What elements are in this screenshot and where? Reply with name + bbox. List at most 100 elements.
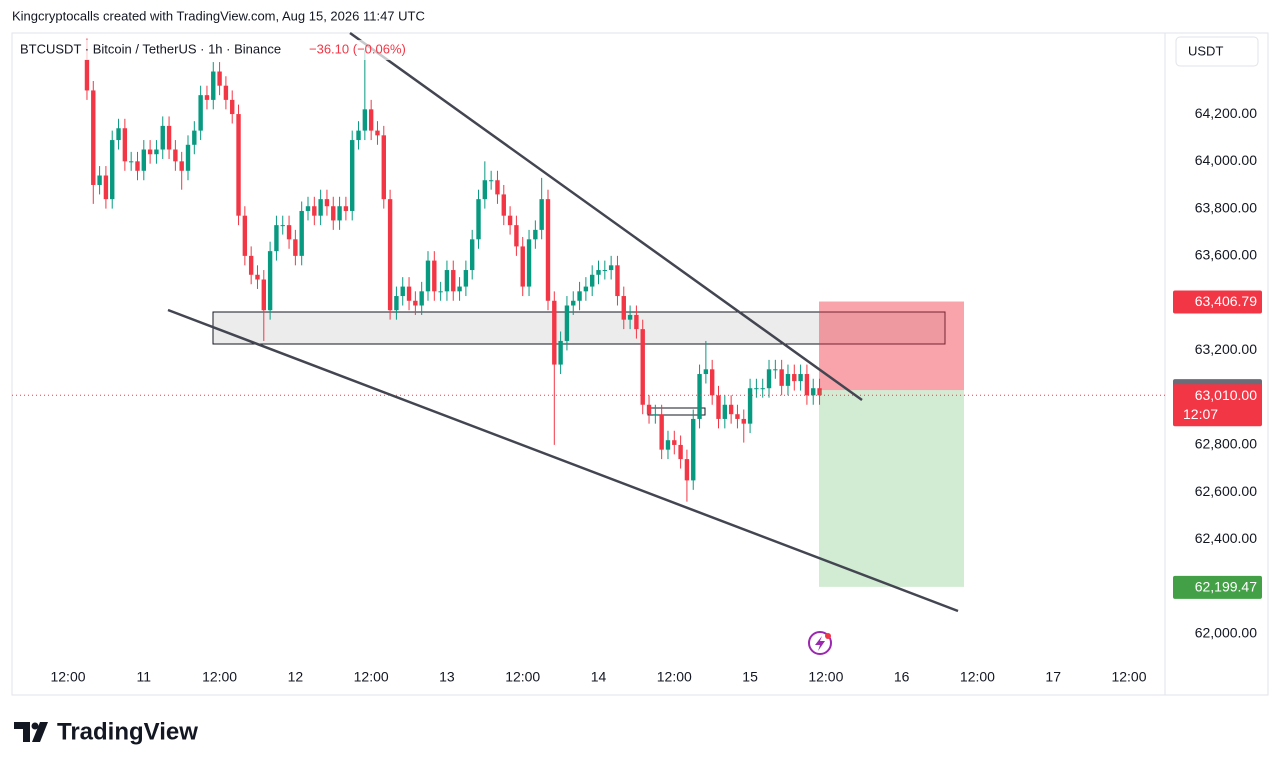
candle-body [470,239,475,271]
candle-body [223,85,229,100]
x-tick-label: 13 [439,669,455,685]
candle-body [722,404,728,419]
candle-body [539,199,544,230]
candle-body [779,369,784,386]
candle-body [362,109,368,131]
x-tick-label: 12:00 [354,669,389,685]
candle-body [350,140,355,211]
candle-body [425,260,431,292]
candle-body [520,246,525,287]
candle-body [804,374,810,396]
y-tick-label: 63,600.00 [1195,247,1257,263]
x-tick-label: 12:00 [50,669,85,685]
candle-body [583,286,589,292]
candle-body [84,59,90,91]
brand-logo [14,722,48,742]
candle-body [482,180,488,200]
alert-ring[interactable] [808,631,832,655]
candle-body [387,199,393,311]
candle-body [766,369,772,389]
x-tick-label: 12:00 [960,669,995,685]
candle-body [406,286,412,301]
drawings [167,31,959,613]
candle-body [552,300,557,365]
alert-dot[interactable] [825,633,831,639]
candle-body [166,125,172,150]
candle-body [97,175,102,185]
candle-body [91,90,96,185]
alert-bolt[interactable] [815,636,825,651]
price-label: 62,199.47 [1195,579,1257,595]
plot [12,38,1165,587]
candle-body [173,149,178,162]
candle-body [615,265,620,297]
candle-body [192,130,197,145]
chart-frame [11,32,1269,696]
candle-body [703,369,709,375]
candle-body [558,340,563,365]
candle-body [653,414,658,416]
currency[interactable]: USDT [1188,43,1223,58]
candle-body [754,388,759,390]
candle-body [646,404,652,415]
candle-body [381,135,386,200]
logo-dot [31,722,39,730]
candle-body [463,270,469,287]
candle-body [621,296,626,320]
candle-body [773,369,778,371]
candle-body [697,374,702,419]
candle-body [211,71,216,100]
x-tick-label: 12:00 [657,669,692,685]
candle-body [457,286,462,292]
y-tick-label: 64,200.00 [1195,105,1257,121]
candle-body [110,140,115,200]
legend-bg [14,40,414,60]
candle-body [716,395,721,419]
candle-body [444,270,450,292]
candle-body [419,291,424,306]
candle-body [286,225,292,240]
candle-body [204,95,210,100]
y-tick-label: 64,000.00 [1195,152,1257,168]
price-label-bg [1173,575,1262,599]
alert-icon[interactable] [808,631,832,655]
candle-body [128,161,134,163]
candle-body [116,128,121,141]
candle-body [141,149,147,171]
candle-body [760,388,765,390]
y-tick-label: 62,400.00 [1195,530,1257,546]
candle-body [792,374,797,382]
candle-body [337,206,342,221]
candle-body [185,144,191,171]
candle-body [267,251,273,311]
candle-body [103,175,109,200]
legend-symbol: BTCUSDT · Bitcoin / TetherUS · 1h · Bina… [20,41,281,56]
countdown: 12:07 [1183,406,1218,422]
candle-body [608,265,614,271]
y-tick-label: 63,200.00 [1195,341,1257,357]
x-tick-label: 12:00 [808,669,843,685]
y-tick-label: 63,800.00 [1195,199,1257,215]
candle-body [817,388,822,396]
candle-body [331,206,336,221]
legend-change: −36.10 (−0.06%) [309,41,406,56]
candle-body [413,300,418,306]
candle-body [785,374,791,386]
candle-body [343,206,349,211]
lower-trendline [167,308,959,613]
brand: TradingView [57,718,198,745]
candle-body [154,149,159,155]
candle-body [476,199,481,240]
candle-body [507,215,513,226]
candle-body [488,180,494,182]
candle-body [375,130,380,136]
candle-body [665,440,671,450]
candle-body [596,270,601,275]
candle-body [280,225,285,227]
candle-body [198,95,203,131]
candle-body [526,239,532,287]
currency-button[interactable] [1175,36,1259,67]
candle-body [627,314,633,320]
